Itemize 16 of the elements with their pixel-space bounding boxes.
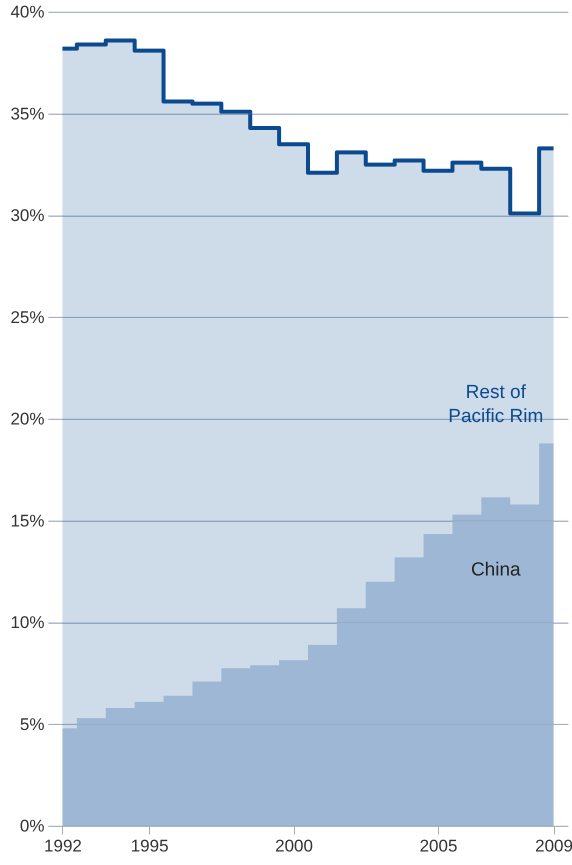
y-tick-label: 5% [20,714,44,734]
y-tick-label: 25% [10,308,44,327]
y-tick-label: 40% [10,2,44,22]
y-tick-label: 15% [10,511,44,530]
y-tick-label: 20% [10,410,44,428]
y-tick-label: 30% [10,206,44,225]
x-tick-label: 2009 [535,836,572,856]
y-tick-label: 0% [20,816,44,836]
text: Rest of Pacific Rim [448,382,544,428]
y-tick-label: 35% [10,104,44,124]
x-tick-label: 2000 [275,836,313,856]
x-tick-label: 2005 [420,836,458,856]
series-label: China [470,560,522,581]
x-tick-label: 1992 [44,836,82,856]
x-tick-label: 1995 [130,836,169,856]
y-tick-label: 10% [10,613,44,632]
